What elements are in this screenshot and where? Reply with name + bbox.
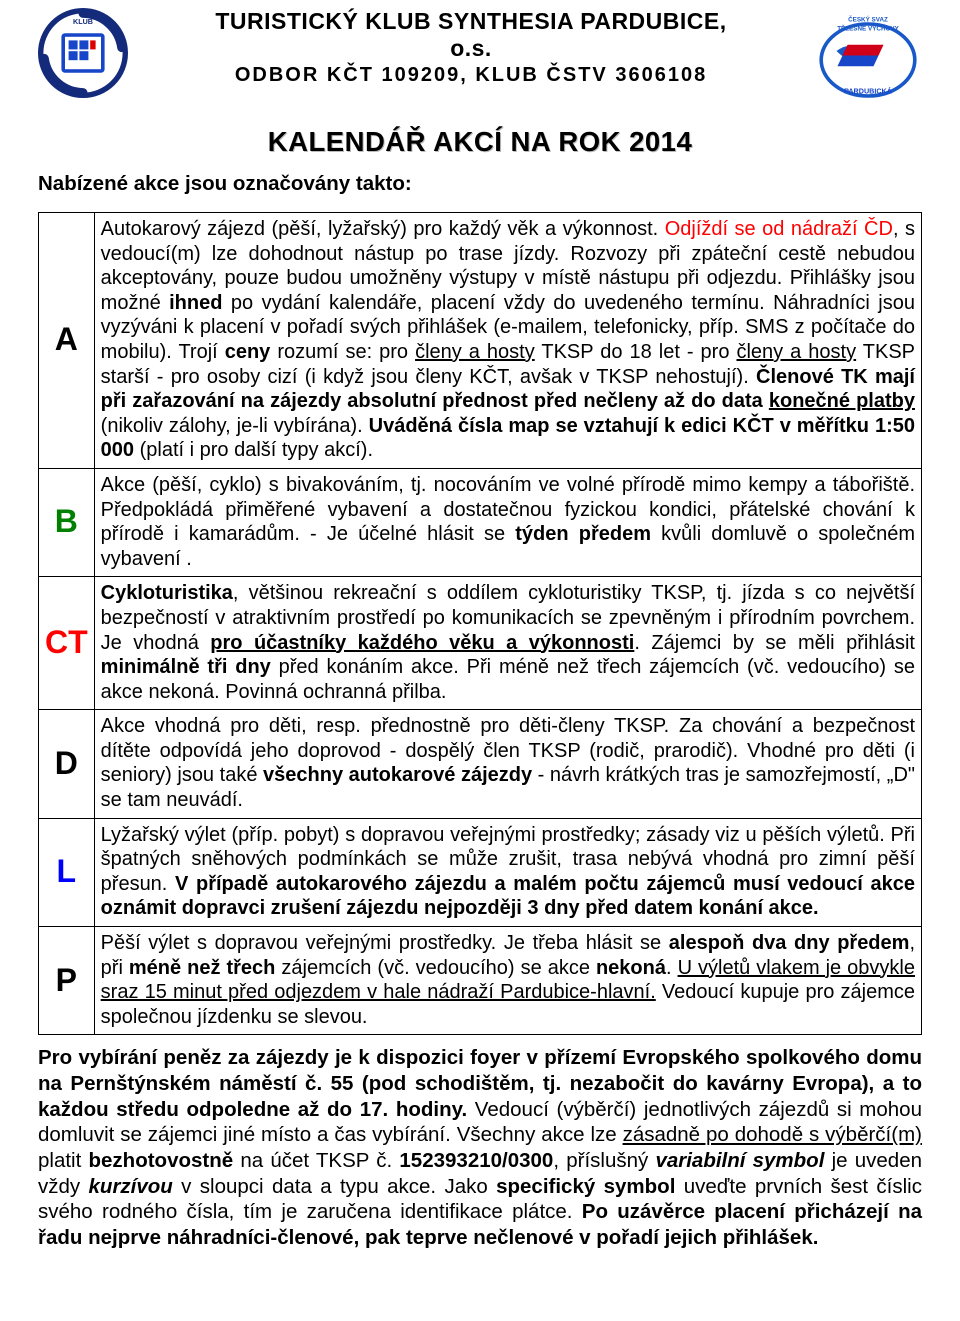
legend-row: LLyžařský výlet (příp. pobyt) s dopravou… [39, 818, 922, 926]
legend-code: P [39, 927, 95, 1035]
kct-logo-icon: KLUB [38, 8, 128, 98]
legend-row: CTCykloturistika, většinou rekreační s o… [39, 577, 922, 710]
svg-text:ČESKÝ SVAZ: ČESKÝ SVAZ [848, 14, 888, 23]
svg-text:TĚLESNÉ VÝCHOVY: TĚLESNÉ VÝCHOVY [837, 23, 899, 32]
legend-code: B [39, 468, 95, 576]
svg-text:PARDUBICKÁ: PARDUBICKÁ [844, 86, 892, 95]
org-title-line2: o.s. [136, 35, 806, 62]
legend-description: Lyžařský výlet (příp. pobyt) s dopravou … [94, 818, 921, 926]
footer-paragraph: Pro vybírání peněz za zájezdy je k dispo… [38, 1045, 922, 1250]
legend-row: BAkce (pěší, cyklo) s bivakováním, tj. n… [39, 468, 922, 576]
svg-text:KLUB: KLUB [73, 17, 93, 26]
legend-row: AAutokarový zájezd (pěší, lyžařský) pro … [39, 213, 922, 469]
legend-description: Autokarový zájezd (pěší, lyžařský) pro k… [94, 213, 921, 469]
legend-code: A [39, 213, 95, 469]
legend-table: AAutokarový zájezd (pěší, lyžařský) pro … [38, 212, 922, 1035]
logo-kct: KLUB [38, 8, 128, 103]
legend-description: Pěší výlet s dopravou veřejnými prostřed… [94, 927, 921, 1035]
legend-code: D [39, 710, 95, 818]
legend-row: DAkce vhodná pro děti, resp. přednostně … [39, 710, 922, 818]
org-subtitle: ODBOR KČT 109209, KLUB ČSTV 3606108 [136, 64, 806, 87]
legend-code: L [39, 818, 95, 926]
legend-row: PPěší výlet s dopravou veřejnými prostře… [39, 927, 922, 1035]
logo-cstv: ČESKÝ SVAZ TĚLESNÉ VÝCHOVY PARDUBICKÁ [814, 8, 922, 108]
legend-description: Akce (pěší, cyklo) s bivakováním, tj. no… [94, 468, 921, 576]
main-title: KALENDÁŘ AKCÍ NA ROK 2014 [38, 126, 922, 158]
legend-code: CT [39, 577, 95, 710]
legend-description: Akce vhodná pro děti, resp. přednostně p… [94, 710, 921, 818]
document-header: KLUB TURISTICKÝ KLUB SYNTHESIA PARDUBICE… [38, 8, 922, 108]
legend-description: Cykloturistika, většinou rekreační s odd… [94, 577, 921, 710]
intro-line: Nabízené akce jsou označovány takto: [38, 172, 922, 196]
cstv-logo-icon: ČESKÝ SVAZ TĚLESNÉ VÝCHOVY PARDUBICKÁ [814, 8, 922, 103]
org-title-line1: TURISTICKÝ KLUB SYNTHESIA PARDUBICE, [136, 8, 806, 35]
